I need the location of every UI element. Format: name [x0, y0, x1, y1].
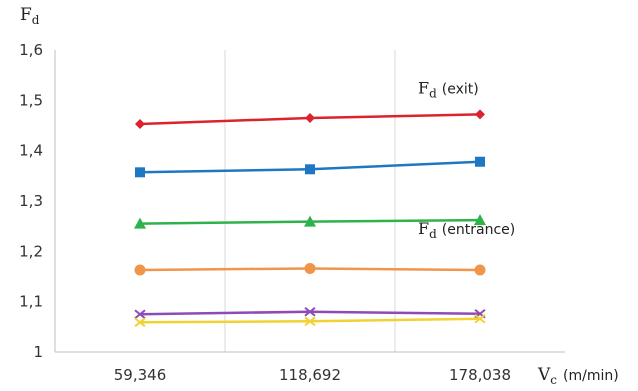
annotation-entrance: Fd (entrance) — [418, 219, 515, 241]
y-axis-label: Fd — [20, 5, 40, 27]
grid-lines — [225, 50, 395, 352]
y-tick-label: 1,4 — [19, 142, 43, 160]
series-group — [134, 109, 486, 326]
data-point-series-2 — [475, 157, 485, 167]
data-point-series-1 — [305, 113, 315, 123]
x-tick-label: 118,692 — [279, 366, 341, 384]
y-tick-label: 1,3 — [19, 192, 43, 210]
data-point-series-4 — [475, 264, 486, 275]
data-point-series-1 — [135, 119, 145, 129]
y-tick-label: 1,2 — [19, 242, 43, 260]
axes — [55, 50, 565, 352]
y-tick-label: 1 — [33, 343, 43, 361]
x-tick-label: 178,038 — [449, 366, 511, 384]
x-axis-label: Vc (m/min) — [537, 365, 619, 387]
y-tick-label: 1,6 — [19, 41, 43, 59]
data-point-series-4 — [135, 264, 146, 275]
data-point-series-2 — [305, 164, 315, 174]
y-tick-label: 1,1 — [19, 293, 43, 311]
tick-labels: 1 1,1 1,2 1,3 1,4 1,5 1,6 59,346 118,692 178,038 — [19, 41, 511, 384]
annotation-exit: Fd (exit) — [418, 78, 479, 100]
data-point-series-2 — [135, 167, 145, 177]
y-tick-label: 1,5 — [19, 91, 43, 109]
x-tick-label: 59,346 — [114, 366, 167, 384]
data-point-series-1 — [475, 109, 485, 119]
data-point-series-4 — [305, 263, 316, 274]
